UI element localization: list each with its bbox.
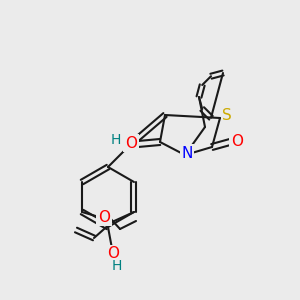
Text: O: O [125, 136, 137, 151]
Text: O: O [231, 134, 243, 149]
Text: N: N [181, 146, 193, 160]
Text: H: H [112, 259, 122, 273]
Text: S: S [222, 109, 232, 124]
Text: H: H [111, 133, 121, 147]
Text: O: O [107, 247, 119, 262]
Text: O: O [98, 209, 110, 224]
